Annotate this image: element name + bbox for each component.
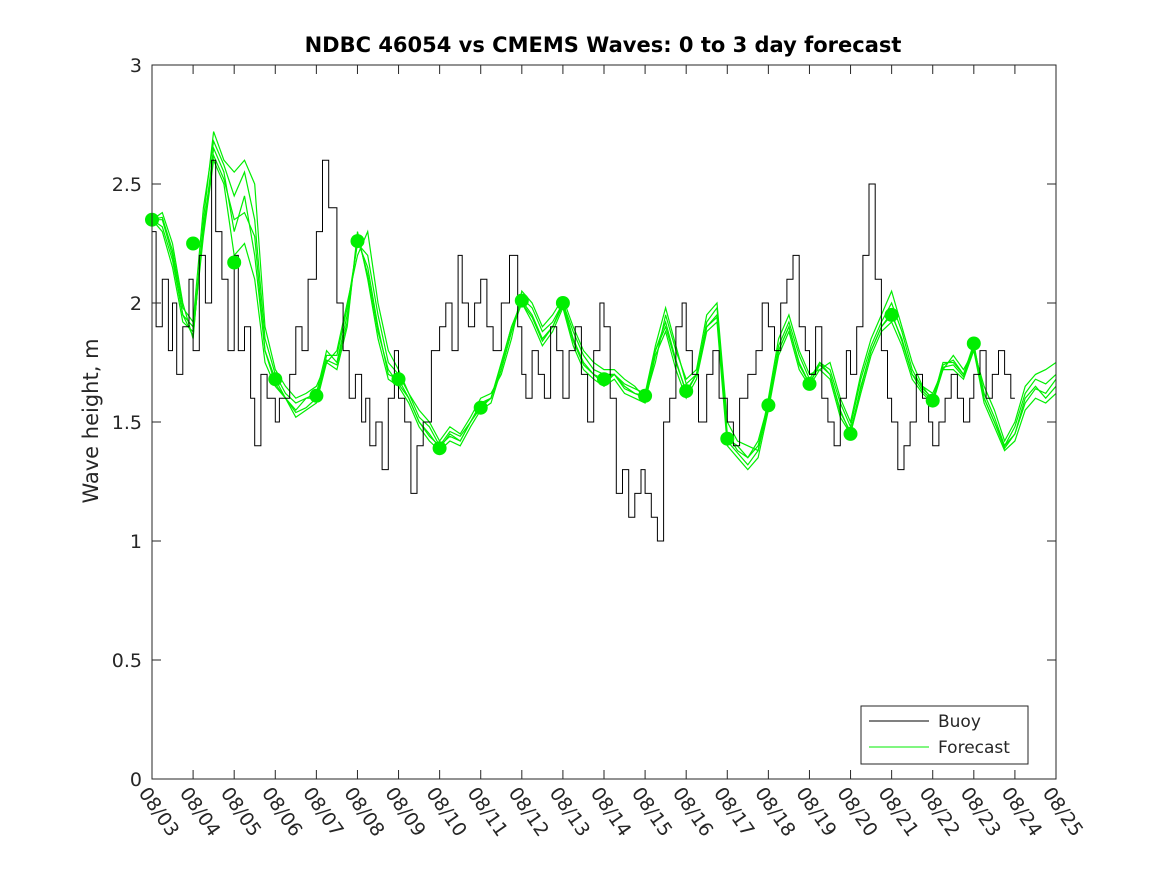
forecast-marker: [268, 372, 283, 387]
forecast-marker: [309, 388, 324, 403]
x-tick-label: 08/18: [750, 783, 799, 840]
x-tick-label: 08/23: [956, 783, 1005, 840]
forecast-marker: [555, 296, 570, 310]
x-tick-label: 08/08: [339, 783, 388, 840]
forecast-marker: [761, 398, 776, 413]
forecast-marker: [966, 336, 981, 351]
forecast-marker: [391, 372, 406, 387]
y-axis: 0 0.5 1 1.5 2 2.5 3: [112, 55, 1056, 791]
x-tick-label: 08/09: [380, 783, 429, 840]
buoy-line: [152, 159, 1015, 542]
forecast-markers: [145, 212, 981, 456]
forecast-marker: [802, 376, 817, 391]
x-tick-label: 08/07: [298, 783, 347, 840]
forecast-marker: [186, 236, 201, 251]
x-tick-label: 08/13: [545, 783, 594, 840]
x-tick-label: 08/12: [504, 783, 553, 840]
y-tick-label: 0.5: [112, 650, 142, 672]
forecast-marker: [227, 255, 242, 270]
x-tick-label: 08/19: [791, 783, 840, 840]
x-tick-label: 08/17: [709, 783, 758, 840]
forecast-marker: [638, 388, 653, 403]
legend: Buoy Forecast: [860, 705, 1029, 765]
x-tick-label: 08/06: [257, 783, 306, 840]
forecast-marker: [473, 400, 488, 415]
y-tick-label: 1.5: [112, 412, 142, 434]
forecast-marker: [720, 431, 735, 446]
y-axis-label: Wave height, m: [79, 338, 103, 503]
x-tick-label: 08/11: [463, 783, 512, 840]
y-tick-label: 2: [130, 293, 142, 315]
forecast-line-3: [151, 157, 1057, 471]
forecast-marker: [432, 441, 447, 456]
x-tick-label: 08/20: [832, 783, 881, 840]
x-tick-label: 08/04: [175, 783, 224, 840]
x-tick-label: 08/03: [134, 783, 183, 840]
forecast-marker: [514, 293, 529, 308]
legend-forecast-label: Forecast: [938, 738, 1010, 758]
forecast-marker: [679, 384, 694, 399]
x-tick-label: 08/05: [216, 783, 265, 840]
forecast-marker: [350, 234, 365, 249]
forecast-marker: [884, 307, 899, 322]
x-tick-label: 08/15: [627, 783, 676, 840]
chart-title: NDBC 46054 vs CMEMS Waves: 0 to 3 day fo…: [305, 33, 902, 57]
y-tick-label: 3: [130, 55, 142, 77]
y-tick-label: 2.5: [112, 174, 142, 196]
forecast-line-2: [151, 131, 1057, 452]
x-tick-label: 08/16: [668, 783, 717, 840]
x-tick-label: 08/25: [1038, 783, 1087, 840]
legend-buoy-label: Buoy: [938, 712, 981, 732]
x-tick-label: 08/21: [874, 783, 923, 840]
x-tick-label: 08/10: [422, 783, 471, 840]
y-tick-label: 0: [130, 769, 142, 791]
forecast-marker: [597, 372, 611, 387]
x-tick-label: 08/14: [586, 783, 635, 840]
legend-box: [860, 705, 1029, 765]
forecast-marker: [925, 393, 940, 408]
y-tick-label: 1: [130, 531, 142, 553]
plot-area: [152, 65, 1056, 779]
forecast-marker: [843, 426, 858, 441]
x-tick-label: 08/22: [915, 783, 964, 840]
x-tick-label: 08/24: [997, 783, 1046, 840]
